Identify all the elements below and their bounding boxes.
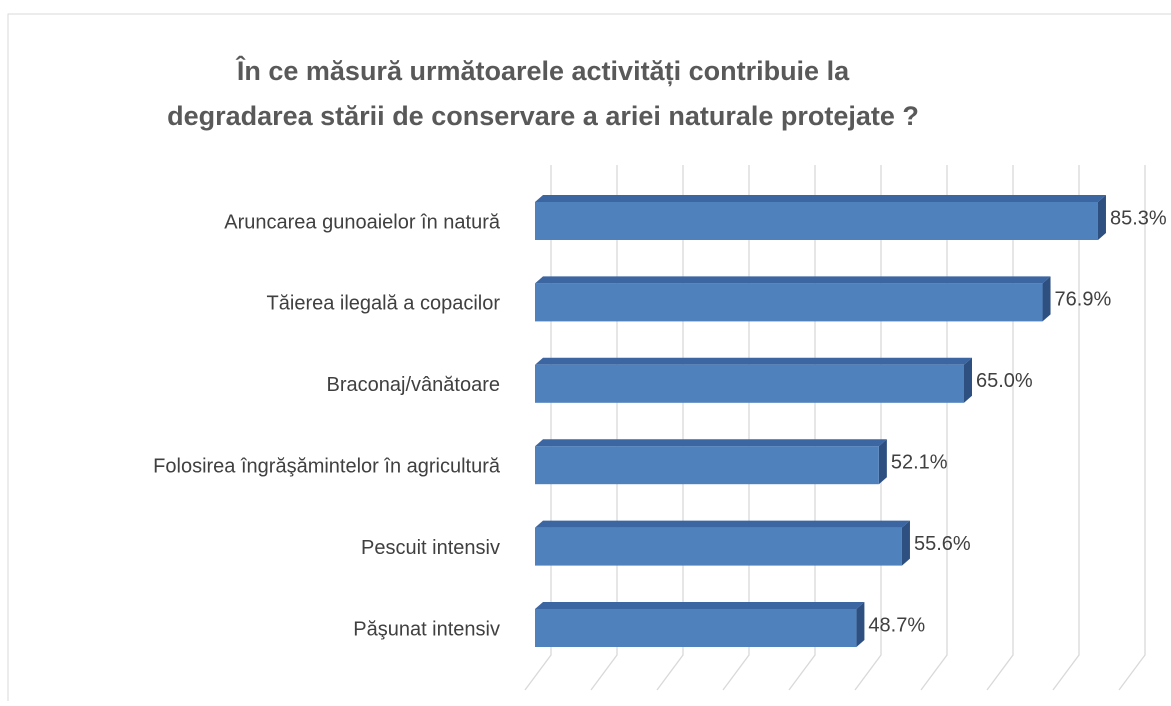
grid-line — [1118, 165, 1146, 691]
chart-title: degradarea stării de conservare a ariei … — [167, 101, 919, 131]
data-label: 55.6% — [914, 533, 971, 555]
bar-top — [535, 602, 865, 609]
bar-side — [1097, 195, 1106, 240]
y-tick-label: Aruncarea gunoaielor în natură — [224, 211, 501, 233]
bar-side — [878, 439, 887, 485]
y-tick-label: Folosirea îngrăşămintelor în agricultură — [153, 455, 501, 477]
bar — [535, 609, 857, 647]
bar — [535, 527, 902, 566]
bar-top — [535, 520, 910, 528]
bar-side — [901, 520, 910, 566]
bar — [535, 446, 879, 485]
bar-side — [856, 602, 865, 647]
grid-line — [590, 165, 618, 691]
chart-title: În ce măsură următoarele activități cont… — [235, 55, 850, 86]
grid-line — [722, 165, 750, 691]
y-tick-label: Tăierea ilegală a copacilor — [267, 293, 501, 315]
data-label: 85.3% — [1110, 207, 1167, 229]
y-tick-label: Pescuit intensiv — [361, 537, 500, 559]
bar — [535, 364, 964, 403]
bar-top — [535, 195, 1106, 202]
y-tick-label: Braconaj/vânătoare — [327, 374, 500, 396]
grid-line — [920, 165, 948, 691]
bar-top — [535, 357, 972, 365]
bar-top — [535, 276, 1051, 284]
bar-side — [1042, 276, 1051, 322]
bar — [535, 283, 1043, 322]
data-label: 65.0% — [976, 370, 1033, 392]
grid-line — [1052, 165, 1080, 691]
data-label: 48.7% — [868, 614, 925, 636]
grid-line — [788, 165, 816, 691]
grid-line — [854, 165, 882, 691]
y-tick-label: Păşunat intensiv — [353, 618, 500, 640]
bar — [535, 202, 1098, 240]
grid-line — [524, 165, 552, 691]
bar-side — [964, 357, 972, 403]
grid-line — [656, 165, 684, 691]
data-label: 52.1% — [891, 451, 948, 473]
bar-top — [535, 439, 887, 447]
data-label: 76.9% — [1055, 289, 1112, 311]
grid-line — [986, 165, 1014, 691]
